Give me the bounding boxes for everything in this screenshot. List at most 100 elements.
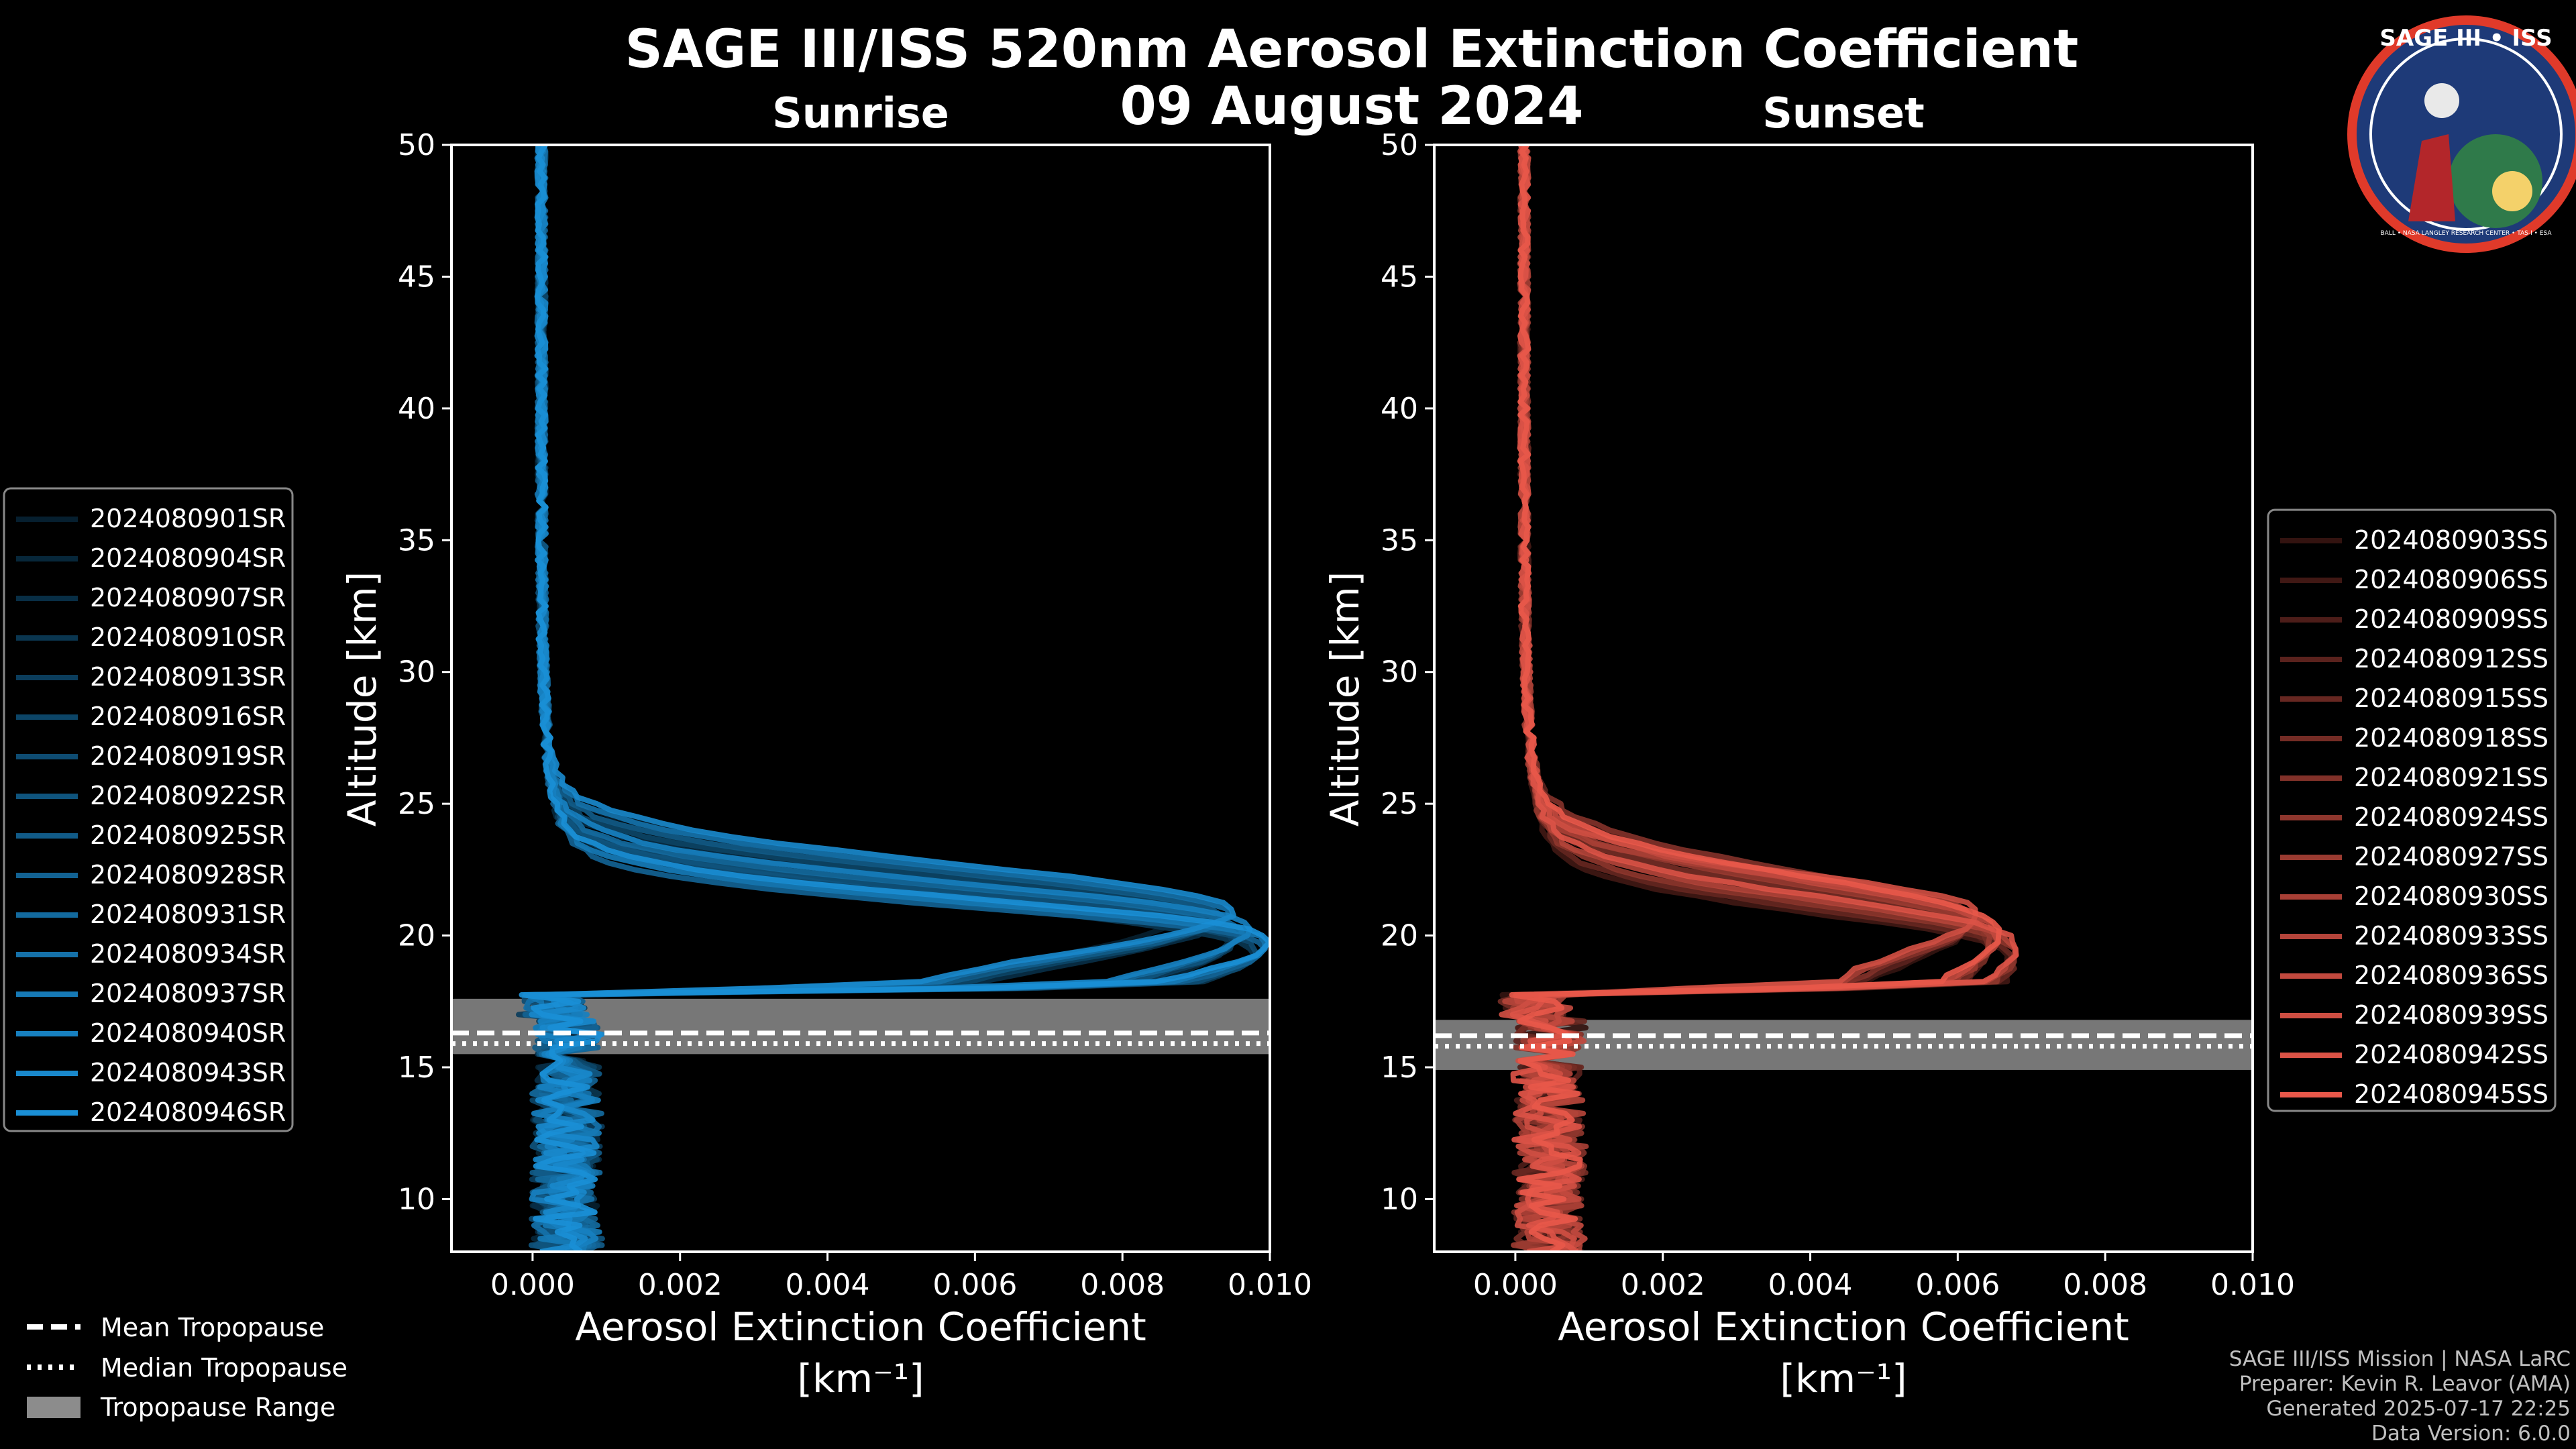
legend-label-2024080940SR: 2024080940SR bbox=[90, 1018, 286, 1048]
legend-label-2024080922SR: 2024080922SR bbox=[90, 781, 286, 810]
legend-label-2024080915SS: 2024080915SS bbox=[2354, 684, 2548, 713]
legend-label-2024080918SS: 2024080918SS bbox=[2354, 723, 2548, 753]
x-tick-label: 0.002 bbox=[1621, 1268, 1705, 1302]
profile-line-2024080921SS bbox=[1510, 145, 1971, 1252]
legend-label-2024080931SR: 2024080931SR bbox=[90, 900, 286, 929]
credits: SAGE III/ISS Mission | NASA LaRC Prepare… bbox=[2229, 1347, 2571, 1446]
legend-label-2024080921SS: 2024080921SS bbox=[2354, 763, 2548, 792]
profile-line-2024080922SR bbox=[528, 145, 1240, 1252]
logo-text: SAGE III • ISS bbox=[2379, 25, 2552, 52]
legend-label-2024080903SS: 2024080903SS bbox=[2354, 525, 2548, 555]
tropopause-legend: Mean Tropopause Median Tropopause Tropop… bbox=[27, 1313, 347, 1422]
credit-generated: Generated 2025-07-17 22:25 bbox=[2266, 1397, 2571, 1421]
sunset-frame bbox=[1433, 144, 2254, 1253]
profile-line-2024080915SS bbox=[1511, 145, 2017, 1252]
sunset-xunit: [km⁻¹] bbox=[1780, 1356, 1907, 1401]
x-tick-label: 0.002 bbox=[638, 1268, 722, 1302]
y-tick-label: 30 bbox=[398, 655, 435, 690]
x-tick-label: 0.000 bbox=[490, 1268, 575, 1302]
logo-sun bbox=[2492, 171, 2532, 211]
sunset-plot bbox=[1434, 145, 2253, 1252]
credit-version: Data Version: 6.0.0 bbox=[2371, 1421, 2571, 1446]
sunrise-xlabel: Aerosol Extinction Coefficient bbox=[575, 1304, 1146, 1350]
sunset-ylabel: Altitude [km] bbox=[1322, 572, 1368, 826]
tropopause-range-label: Tropopause Range bbox=[100, 1393, 335, 1422]
legend-label-2024080945SS: 2024080945SS bbox=[2354, 1079, 2548, 1109]
legend-label-2024080901SR: 2024080901SR bbox=[90, 504, 286, 533]
profile-line-2024080904SR bbox=[524, 145, 1232, 1252]
y-tick-label: 25 bbox=[398, 787, 435, 821]
profile-line-2024080931SR bbox=[529, 145, 1246, 1252]
legend-label-2024080910SR: 2024080910SR bbox=[90, 623, 286, 652]
legend-label-2024080912SS: 2024080912SS bbox=[2354, 644, 2548, 674]
y-tick-label: 20 bbox=[398, 919, 435, 953]
tropopause-range-swatch bbox=[27, 1397, 80, 1418]
x-tick-label: 0.008 bbox=[1080, 1268, 1165, 1302]
x-tick-label: 0.006 bbox=[1915, 1268, 2000, 1302]
sunrise-frame bbox=[450, 144, 1271, 1253]
legend-label-2024080939SS: 2024080939SS bbox=[2354, 1000, 2548, 1030]
y-tick-label: 15 bbox=[1381, 1051, 1418, 1085]
x-tick-label: 0.004 bbox=[786, 1268, 870, 1302]
sunrise-plot bbox=[451, 145, 1270, 1252]
y-tick-label: 10 bbox=[398, 1182, 435, 1216]
y-tick-label: 35 bbox=[398, 523, 435, 557]
y-tick-label: 40 bbox=[1381, 392, 1418, 426]
profile-line-2024080913SR bbox=[516, 145, 1236, 1252]
legend-label-2024080937SR: 2024080937SR bbox=[90, 979, 286, 1008]
sunset-plot-area bbox=[1434, 145, 2253, 1252]
legend-label-2024080913SR: 2024080913SR bbox=[90, 662, 286, 692]
y-tick-label: 10 bbox=[1381, 1182, 1418, 1216]
y-tick-label: 15 bbox=[398, 1051, 435, 1085]
legend-label-2024080924SS: 2024080924SS bbox=[2354, 802, 2548, 832]
y-tick-label: 50 bbox=[1381, 128, 1418, 162]
x-tick-label: 0.008 bbox=[2063, 1268, 2147, 1302]
profile-line-2024080934SR bbox=[523, 145, 1232, 1252]
sunrise-plot-area bbox=[451, 145, 1270, 1252]
x-tick-label: 0.000 bbox=[1473, 1268, 1558, 1302]
sunset-legend: 2024080903SS 2024080906SS 2024080909SS 2024… bbox=[2267, 508, 2557, 1112]
sunset-subtitle: Sunset bbox=[1762, 89, 1925, 138]
x-tick-label: 0.004 bbox=[1768, 1268, 1853, 1302]
sunrise-legend: 2024080901SR 2024080904SR 2024080907SR 2024… bbox=[3, 487, 294, 1132]
legend-label-2024080936SS: 2024080936SS bbox=[2354, 961, 2548, 990]
legend-label-2024080904SR: 2024080904SR bbox=[90, 543, 286, 573]
profile-line-2024080943SR bbox=[529, 145, 1236, 1252]
legend-label-2024080928SR: 2024080928SR bbox=[90, 860, 286, 890]
y-tick-label: 50 bbox=[398, 128, 435, 162]
profile-line-2024080937SR bbox=[523, 145, 1268, 1252]
profile-line-2024080946SR bbox=[519, 145, 1270, 1252]
legend-label-2024080906SS: 2024080906SS bbox=[2354, 565, 2548, 594]
profile-line-2024080907SR bbox=[531, 145, 1214, 1252]
x-tick-label: 0.006 bbox=[932, 1268, 1017, 1302]
sunrise-panel: Sunrise Altitude [km] Aerosol Extinction… bbox=[339, 89, 1312, 1401]
chart-title: SAGE III/ISS 520nm Aerosol Extinction Co… bbox=[625, 19, 2079, 80]
x-tick-label: 0.010 bbox=[2210, 1268, 2295, 1302]
profile-line-2024080916SR bbox=[529, 145, 1218, 1252]
logo-ring-inner bbox=[2369, 38, 2563, 231]
sunset-panel: Sunset Altitude [km] Aerosol Extinction … bbox=[1322, 89, 2295, 1401]
legend-label-2024080933SS: 2024080933SS bbox=[2354, 921, 2548, 951]
mean-tropopause-label: Mean Tropopause bbox=[101, 1313, 324, 1342]
legend-label-2024080930SS: 2024080930SS bbox=[2354, 881, 2548, 911]
y-tick-label: 20 bbox=[1381, 919, 1418, 953]
logo-figure bbox=[2408, 134, 2455, 221]
profile-line-2024080933SS bbox=[1502, 145, 2019, 1252]
profile-line-2024080906SS bbox=[1502, 145, 2011, 1252]
chart-date: 09 August 2024 bbox=[1120, 76, 1584, 137]
y-tick-label: 40 bbox=[398, 392, 435, 426]
y-tick-label: 45 bbox=[398, 260, 435, 294]
y-tick-label: 45 bbox=[1381, 260, 1418, 294]
profile-line-2024080942SS bbox=[1509, 145, 2019, 1252]
profile-line-2024080927SS bbox=[1510, 145, 1993, 1252]
logo-moon bbox=[2424, 83, 2459, 118]
profile-line-2024080924SS bbox=[1515, 145, 2018, 1252]
legend-label-2024080916SR: 2024080916SR bbox=[90, 702, 286, 731]
profile-line-2024080930SS bbox=[1513, 145, 1978, 1252]
profile-line-2024080925SR bbox=[529, 145, 1225, 1252]
profile-line-2024080901SR bbox=[529, 145, 1193, 1252]
sunrise-ylabel: Altitude [km] bbox=[339, 572, 385, 826]
legend-label-2024080943SR: 2024080943SR bbox=[90, 1058, 286, 1087]
sunset-xlabel: Aerosol Extinction Coefficient bbox=[1558, 1304, 2129, 1350]
